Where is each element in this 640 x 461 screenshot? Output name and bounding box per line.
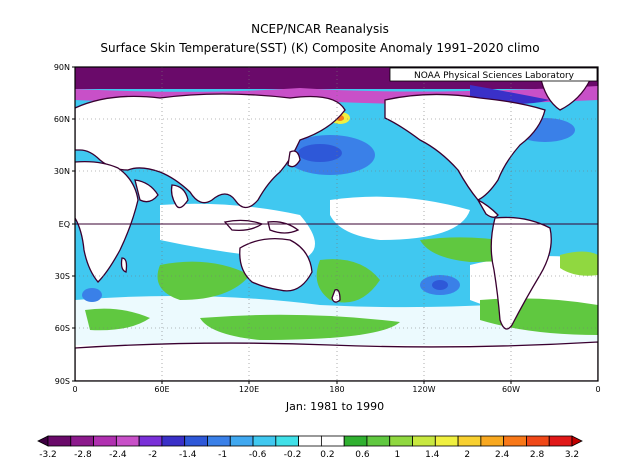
lat-label-90s: 90S (55, 377, 70, 386)
colorbar-label: 0.2 (320, 450, 334, 460)
colorbar-swatch (526, 435, 550, 447)
colorbar-label: -3.2 (39, 450, 57, 460)
pacific-neutral (330, 196, 470, 240)
chart-title: NCEP/NCAR Reanalysis (251, 22, 389, 36)
colorbar-label: 1.4 (425, 450, 440, 460)
lon-label-60e: 60E (154, 385, 169, 394)
time-period: Jan: 1981 to 1990 (285, 400, 385, 413)
colorbar-swatch (138, 435, 163, 447)
credit-text: NOAA Physical Sciences Laboratory (414, 71, 575, 81)
colorbar-label: -0.6 (249, 450, 267, 460)
tasman-warm (316, 259, 380, 303)
colorbar-label: -2 (148, 450, 157, 460)
colorbar-swatch (503, 435, 527, 447)
colorbar-swatch (366, 435, 391, 447)
colorbar-label: -0.2 (284, 450, 302, 460)
south-pacific-cold-core (432, 280, 448, 290)
australia (239, 237, 313, 292)
lon-labels: 0 60E 120E 180 120W 60W 0 (72, 385, 600, 394)
colorbar-swatch (434, 435, 459, 447)
colorbar-arrow-high (571, 435, 583, 447)
lon-label-120e: 120E (239, 385, 259, 394)
colorbar-swatch (412, 435, 436, 447)
south-atlantic-cold (82, 288, 102, 302)
new-guinea (267, 221, 300, 234)
colorbar-label: 3.2 (565, 450, 579, 460)
lat-labels: 90N 60N 30N EQ 30S 60S 90S (54, 63, 70, 386)
colorbar-swatch (320, 435, 345, 447)
lat-label-90n: 90N (54, 63, 70, 72)
colorbar-swatch (161, 435, 186, 447)
japan (287, 150, 301, 168)
lon-label-0-end: 0 (595, 385, 600, 394)
chart-subtitle: Surface Skin Temperature(SST) (K) Compos… (100, 41, 540, 55)
lat-label-60n: 60N (54, 115, 70, 124)
colorbar-arrow-low (37, 435, 49, 447)
colorbar-swatch (548, 435, 573, 447)
south-atlantic-warm (85, 308, 150, 331)
arabia (134, 179, 159, 203)
colorbar-swatch (184, 435, 208, 447)
colorbar-swatch (115, 435, 140, 447)
southern-ocean-warm (200, 314, 400, 340)
lon-ticks (161, 381, 512, 384)
lat-label-eq: EQ (59, 220, 70, 229)
atlantic-warm (560, 251, 598, 276)
colorbar-label: -1 (218, 450, 227, 460)
lon-label-180: 180 (329, 385, 344, 394)
colorbar-swatch (343, 435, 368, 447)
colorbar-swatch (207, 435, 231, 447)
indian-ocean-warm (157, 261, 250, 300)
north-america (384, 93, 546, 201)
colorbar-label: -2.4 (109, 450, 127, 460)
lat-label-30n: 30N (54, 167, 70, 176)
lon-label-120w: 120W (412, 385, 435, 394)
colorbar-swatch (229, 435, 254, 447)
colorbar-swatch (70, 435, 94, 447)
lon-label-60w: 60W (502, 385, 520, 394)
colorbar-swatch (389, 435, 413, 447)
continents (75, 73, 598, 381)
madagascar (120, 257, 128, 273)
south-america (490, 216, 552, 330)
colorbar (37, 435, 583, 447)
colorbar-label: 2 (464, 450, 470, 460)
credit-box (389, 67, 598, 82)
india (170, 184, 189, 209)
colorbar-swatch (47, 435, 72, 447)
new-zealand (331, 289, 341, 303)
lon-label-0: 0 (72, 385, 77, 394)
central-america (476, 198, 499, 218)
colorbar-swatch (298, 435, 322, 447)
colorbar-label: 2.8 (530, 450, 545, 460)
colorbar-swatch (457, 435, 482, 447)
colorbar-label: 1 (394, 450, 400, 460)
colorbar-label: 0.6 (355, 450, 370, 460)
colorbar-swatch (275, 435, 300, 447)
colorbar-swatch (252, 435, 277, 447)
lat-label-30s: 30S (55, 272, 70, 281)
colorbar-swatch (93, 435, 117, 447)
colorbar-label: 2.4 (495, 450, 510, 460)
colorbar-label: -2.8 (74, 450, 92, 460)
colorbar-swatch (480, 435, 505, 447)
eurasia (75, 93, 346, 209)
north-pacific-cold-core (298, 144, 342, 162)
lat-ticks (72, 66, 75, 382)
lat-label-60s: 60S (55, 324, 70, 333)
colorbar-label: -1.4 (179, 450, 197, 460)
africa (75, 160, 139, 283)
antarctica-land (75, 341, 598, 381)
colorbar-labels: -3.2 -2.8 -2.4 -2 -1.4 -1 -0.6 -0.2 0.2 0.6 1 1.4 2 2… (39, 450, 579, 460)
